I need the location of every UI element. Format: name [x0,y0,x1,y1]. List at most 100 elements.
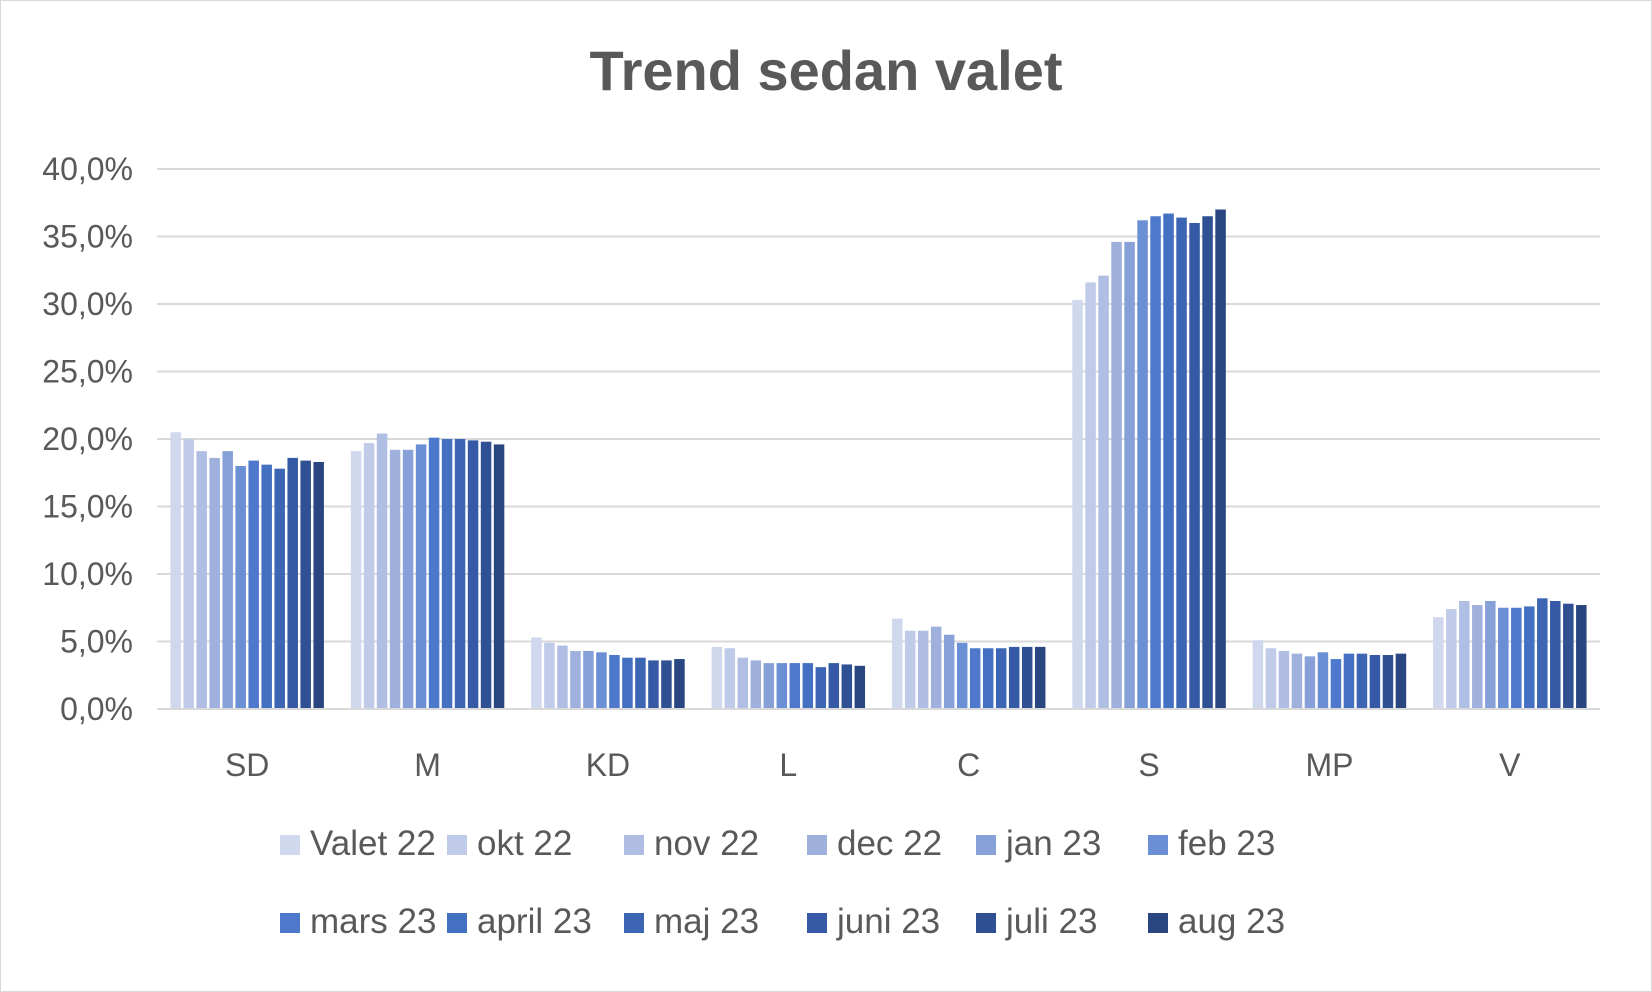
bar-kd-3 [570,650,581,709]
bar-s-6 [1150,216,1161,709]
bar-c-1 [904,630,916,709]
bar-l-0 [711,646,723,709]
y-tick-label: 15,0% [42,489,133,525]
bar-sd-4 [222,451,233,709]
bar-v-0 [1433,617,1444,709]
bar-s-5 [1137,220,1148,710]
legend-label: juni 23 [837,902,941,941]
legend-swatch [807,913,827,933]
legend-swatch [280,835,300,855]
bar-kd-10 [661,660,672,709]
bar-kd-11 [674,659,685,709]
bar-mp-6 [1330,659,1342,709]
legend-label: april 23 [477,902,592,941]
bar-s-7 [1163,213,1174,710]
bar-sd-0 [170,432,181,709]
y-tick-label: 0,0% [60,691,133,727]
bar-m-1 [363,443,375,709]
bar-c-6 [969,648,981,709]
bar-sd-11 [313,461,324,709]
bar-kd-4 [583,650,594,709]
bar-sd-5 [235,466,246,709]
bar-v-1 [1446,609,1457,709]
bar-s-2 [1098,275,1109,709]
bar-sd-7 [261,464,272,709]
bar-kd-9 [648,660,659,709]
bar-l-3 [750,660,762,709]
bar-m-11 [493,444,505,709]
bar-l-1 [724,648,736,709]
bar-s-10 [1202,216,1213,709]
bar-mp-5 [1317,652,1329,709]
legend-swatch [976,913,996,933]
legend-label: Valet 22 [310,824,436,863]
bar-mp-7 [1343,653,1355,709]
bar-l-2 [737,657,749,709]
bar-m-10 [480,441,492,709]
bar-mp-8 [1356,653,1368,709]
bar-kd-1 [544,642,555,709]
bar-mp-3 [1291,653,1303,709]
x-tick-label: SD [225,747,269,783]
bar-v-7 [1524,606,1535,709]
legend-label: dec 22 [837,824,943,863]
bar-kd-6 [609,655,620,709]
bar-m-8 [454,439,466,709]
legend-swatch [976,835,996,855]
bar-sd-2 [196,451,207,709]
bar-m-9 [467,440,479,709]
x-tick-label: MP [1305,747,1353,783]
bar-c-0 [891,618,903,709]
legend-label: jan 23 [1006,824,1102,863]
legend-swatch [280,913,300,933]
legend-swatch [624,835,644,855]
x-tick-label: V [1499,747,1521,783]
legend-label: aug 23 [1178,902,1286,941]
legend-swatch [447,913,467,933]
bar-c-4 [943,634,955,709]
bar-sd-6 [248,460,259,709]
bar-kd-2 [557,645,568,709]
bar-s-1 [1085,282,1096,709]
bar-m-6 [428,437,440,709]
bar-v-11 [1576,605,1587,709]
bar-c-3 [930,626,942,709]
bar-s-11 [1215,209,1226,709]
bar-m-7 [441,439,453,709]
bar-v-10 [1563,603,1574,709]
legend-swatch [1148,835,1168,855]
bar-m-4 [402,449,414,709]
bar-c-8 [995,648,1007,709]
bar-kd-8 [635,657,646,709]
bar-v-8 [1537,598,1548,709]
legend-label: juli 23 [1006,902,1098,941]
legend-label: nov 22 [654,824,760,863]
bar-kd-5 [596,652,607,709]
legend-swatch [807,835,827,855]
bar-sd-9 [287,457,298,709]
y-tick-label: 30,0% [42,286,133,322]
bar-v-6 [1511,607,1522,709]
bar-mp-9 [1369,655,1381,709]
y-tick-label: 40,0% [42,151,133,187]
bar-mp-11 [1395,653,1407,709]
bar-m-2 [376,433,388,709]
bar-v-2 [1459,601,1470,709]
bar-l-7 [802,663,814,709]
bar-s-9 [1189,223,1200,709]
legend-label: feb 23 [1178,824,1276,863]
bar-mp-0 [1252,640,1264,709]
y-tick-label: 20,0% [42,421,133,457]
bar-v-4 [1485,601,1496,709]
bar-c-5 [956,642,968,709]
bar-s-0 [1072,299,1083,709]
bar-mp-4 [1304,656,1316,709]
bar-l-8 [815,667,827,709]
bar-c-10 [1021,646,1033,709]
legend-label: okt 22 [477,824,573,863]
bar-l-9 [828,663,840,709]
bar-mp-1 [1265,648,1277,709]
legend-label: maj 23 [654,902,760,941]
x-tick-label: C [957,747,980,783]
